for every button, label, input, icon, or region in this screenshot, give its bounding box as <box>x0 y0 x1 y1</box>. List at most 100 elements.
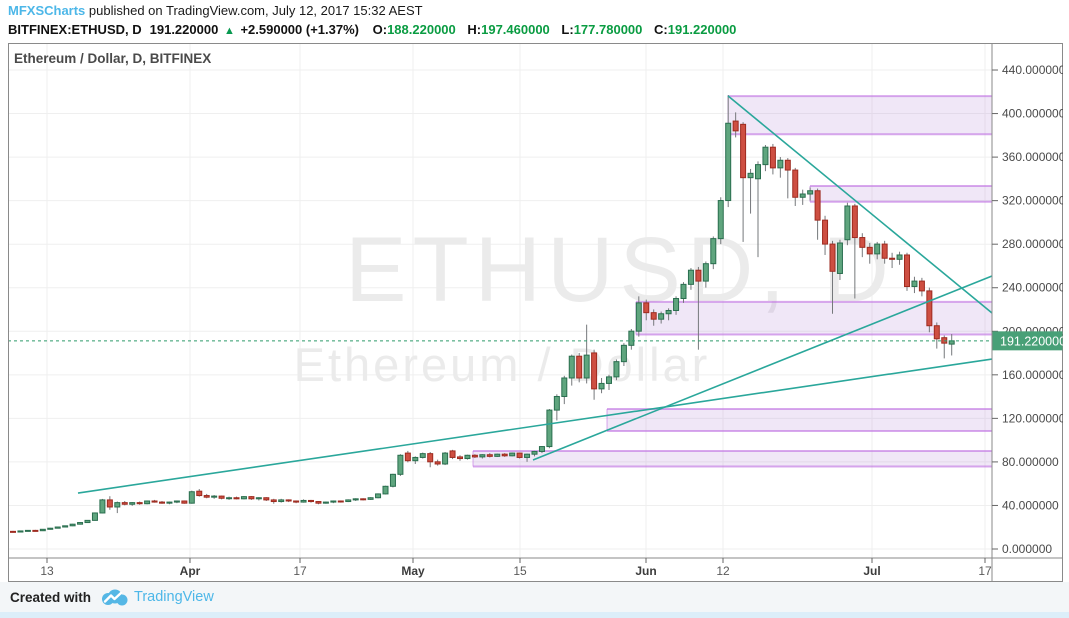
footer: Created with TradingView <box>0 582 1069 612</box>
candle-body-up <box>777 159 784 169</box>
byline-text: published on TradingView.com, July 12, 2… <box>85 3 423 18</box>
candle-body-up <box>367 497 374 500</box>
time-tick-label: Jul <box>863 564 880 578</box>
tradingview-link[interactable]: TradingView <box>134 589 214 605</box>
candle-body-up <box>62 525 69 528</box>
candle-body-up <box>680 283 687 300</box>
price-tick-label: 280.000000 <box>1002 237 1063 251</box>
time-tick-label: Jun <box>635 564 656 578</box>
candle-body-down <box>822 219 829 245</box>
candle-body-up <box>896 254 903 260</box>
candle-body-up <box>375 493 382 499</box>
trendlines-layer <box>77 95 993 494</box>
author-link[interactable]: MFXSCharts <box>8 3 86 18</box>
candle-body-down <box>218 495 225 499</box>
candle-body-up <box>807 190 814 195</box>
candle-body-up <box>99 499 106 514</box>
current-price-label: 191.220000 <box>992 331 1063 351</box>
candle-body-up <box>389 473 396 487</box>
candle-body-up <box>710 238 717 265</box>
high-value: 197.460000 <box>481 22 550 37</box>
candle-body-down <box>881 243 888 259</box>
candle-body-down <box>650 312 657 320</box>
candle-body-up <box>524 453 531 458</box>
candle-body-down <box>866 246 873 255</box>
candle-body-down <box>106 499 113 508</box>
candle-body-up <box>24 529 31 532</box>
candle-body-up <box>300 499 307 503</box>
zones-layer <box>472 95 992 468</box>
candle-body-up <box>352 498 359 501</box>
candle-body-up <box>755 164 761 180</box>
axes-layer: 0.000000 40.000000 80.000000 120.000000 160.… <box>8 43 1063 582</box>
candle-body-down <box>233 497 240 500</box>
time-tick-label: 13 <box>40 564 54 578</box>
open-label: O: <box>372 22 388 37</box>
candle-body-up <box>538 446 545 452</box>
last-price: 191.220000 <box>149 22 219 37</box>
candle-body-up <box>762 146 769 166</box>
candle-body-up <box>330 500 337 503</box>
watermark-name: Ethereum / Dollar <box>294 338 711 391</box>
candle-body-up <box>687 269 694 285</box>
chart-container: ETHUSD, D Ethereum / Dollar 0.000000 40.000… <box>8 43 1063 582</box>
candle-body-up <box>412 456 419 462</box>
candle-body-up <box>911 280 918 288</box>
candle-body-down <box>427 453 434 463</box>
candle-body-up <box>240 496 247 500</box>
candle-body-up <box>702 263 709 282</box>
candles-layer <box>10 95 955 533</box>
candle-body-up <box>620 344 627 363</box>
candle-body-down <box>851 205 858 239</box>
candle-body-up <box>397 454 404 475</box>
byline: MFXSCharts published on TradingView.com,… <box>8 3 1058 18</box>
ascending-support-steep <box>532 275 993 461</box>
candle-body-up <box>553 395 560 411</box>
candle-body-down <box>293 500 300 503</box>
candle-body-down <box>248 496 255 500</box>
candle-body-down <box>360 498 367 501</box>
candle-body-down <box>457 456 463 460</box>
candle-body-down <box>181 500 188 504</box>
watermark: ETHUSD, D Ethereum / Dollar <box>294 219 889 391</box>
low-value: 177.780000 <box>573 22 643 37</box>
candle-body-down <box>434 461 441 465</box>
candle-body-up <box>382 485 389 495</box>
candle-body-up <box>606 376 612 384</box>
candle-body-up <box>479 454 486 458</box>
candle-body-up <box>39 528 46 532</box>
candle-body-up <box>546 409 553 448</box>
candle-body-down <box>151 500 158 503</box>
candle-body-up <box>665 309 672 315</box>
time-tick-label: Apr <box>180 564 201 578</box>
candle-body-down <box>337 500 344 503</box>
price-tick-label: 440.000000 <box>1002 63 1063 77</box>
candle-body-up <box>568 355 575 379</box>
candle-body-up <box>419 453 426 458</box>
high-label: H: <box>467 22 482 37</box>
candle-body-down <box>308 499 314 503</box>
zone-197-227 <box>636 301 992 335</box>
candle-body-down <box>784 159 791 171</box>
candle-body-up <box>799 193 806 198</box>
tradingview-logo-icon <box>102 589 128 605</box>
candle-body-up <box>442 452 449 465</box>
candle-body-down <box>516 452 523 458</box>
candle-body-up <box>255 497 262 500</box>
candle-body-down <box>918 280 925 292</box>
candle-body-up <box>47 527 54 530</box>
candle-body-up <box>725 122 732 202</box>
time-tick-label: May <box>401 564 425 578</box>
candle-body-down <box>285 499 292 502</box>
candle-body-down <box>10 530 16 533</box>
candle-body-down <box>159 501 165 504</box>
price-tick-label: 40.000000 <box>1002 498 1059 512</box>
candle-body-up <box>598 382 605 390</box>
symbol-label: BITFINEX:ETHUSD, D <box>8 22 142 37</box>
descending-resistance <box>727 95 993 314</box>
price-change: +2.590000 (+1.37%) <box>240 22 359 37</box>
candle-body-down <box>769 146 776 169</box>
ascending-support-long <box>77 358 993 494</box>
candle-body-up <box>17 530 24 533</box>
price-tick-label: 0.000000 <box>1002 542 1052 556</box>
